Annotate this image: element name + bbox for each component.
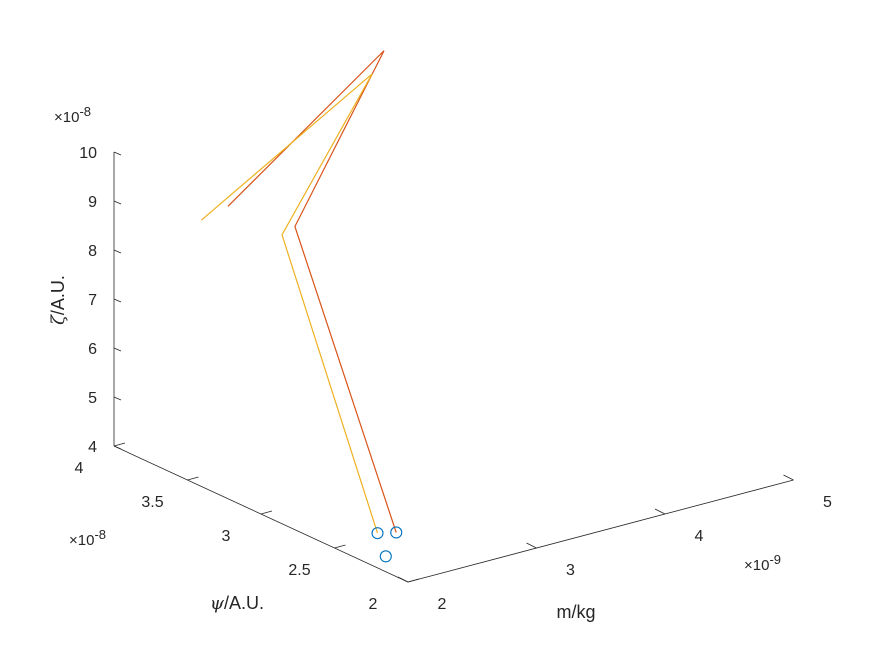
z-tick-label: 10 <box>79 145 97 162</box>
y-tick-mark <box>113 442 126 447</box>
x-axis-label: m/kg <box>556 602 595 622</box>
z-tick-mark <box>113 396 122 401</box>
series-line-1 <box>227 50 397 533</box>
x-tick-mark <box>397 576 409 583</box>
z-tick-mark <box>113 249 122 254</box>
z-tick-mark <box>113 445 122 450</box>
z-tick-mark <box>113 151 122 156</box>
x-tick-label: 2 <box>438 596 447 613</box>
x-tick-mark <box>783 474 794 481</box>
z-axis-label: ζ/A.U. <box>48 275 69 325</box>
series-marker-point-1 <box>390 526 403 539</box>
y-tick-label: 2.5 <box>288 562 310 579</box>
x-tick-label: 4 <box>695 528 704 545</box>
series-line-2 <box>200 73 379 534</box>
z-tick-label: 5 <box>88 390 97 407</box>
y-tick-mark <box>187 476 199 481</box>
z-tick-mark <box>113 298 122 303</box>
x-tick-label: 3 <box>566 562 575 579</box>
y-exponent-label: ×10-8 <box>69 527 106 549</box>
y-tick-mark <box>407 578 420 583</box>
y-tick-label: 4 <box>75 460 84 477</box>
z-exponent-label: ×10-8 <box>54 104 91 126</box>
y-tick-mark <box>260 510 273 515</box>
series-marker-point-2 <box>371 527 384 540</box>
z-tick-label: 9 <box>88 194 97 211</box>
z-tick-label: 4 <box>88 439 97 456</box>
z-tick-label: 7 <box>88 292 97 309</box>
x-tick-label: 5 <box>823 494 832 511</box>
y-tick-label: 3 <box>222 528 231 545</box>
x-axis-line <box>407 479 794 583</box>
z-tick-label: 8 <box>88 243 97 260</box>
y-tick-label: 3.5 <box>141 494 163 511</box>
x-tick-mark <box>526 542 537 549</box>
y-tick-mark <box>334 544 346 549</box>
z-tick-mark <box>113 347 122 352</box>
z-tick-label: 6 <box>88 341 97 358</box>
y-axis-label: ψ/A.U. <box>210 593 264 614</box>
z-tick-mark <box>113 200 122 205</box>
x-exponent-label: ×10-9 <box>744 552 781 574</box>
y-tick-label: 2 <box>369 596 378 613</box>
x-tick-mark <box>654 508 666 515</box>
series-marker-point-3 <box>379 550 392 563</box>
